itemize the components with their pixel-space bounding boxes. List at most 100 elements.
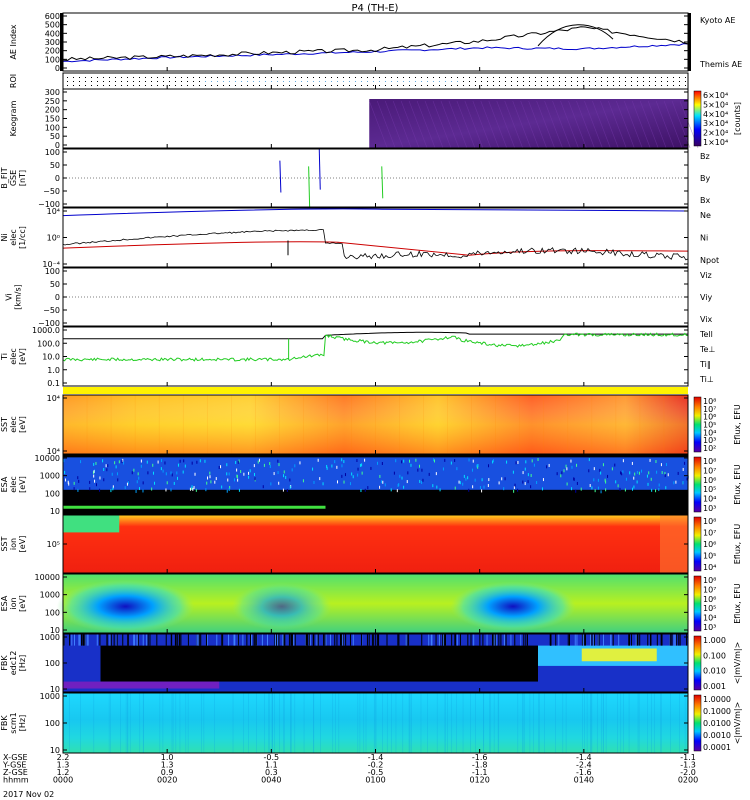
keogram-streak [520, 100, 539, 149]
esa_i-ytick-label: 1000 [40, 591, 60, 600]
esa_i-ylabel: ESAion[eV] [0, 595, 27, 612]
esa-e-pixel [341, 458, 343, 462]
esa-e-pixel [99, 476, 101, 480]
vi-ytick-label: −100 [38, 319, 60, 328]
roi-dot [529, 81, 530, 82]
footer-value: 0.3 [265, 768, 278, 777]
esa-e-pixel [619, 487, 621, 491]
fbk_e-ylabel-line: [Hz] [18, 655, 27, 671]
esa_i-colorbar-tick: 10⁶ [703, 595, 716, 604]
esa-e-pixel [93, 474, 95, 478]
esa-e-pixel [408, 459, 410, 463]
esa-e-pixel [513, 489, 515, 493]
roi-dot [475, 77, 476, 78]
roi-dot [385, 77, 386, 78]
esa_i-ylabel-line: ion [9, 597, 18, 609]
esa-e-pixel [171, 473, 173, 477]
esa-e-pixel [432, 484, 434, 488]
esa-e-pixel [302, 479, 304, 483]
esa-e-pixel [248, 475, 250, 479]
esa-e-pixel [352, 475, 354, 479]
esa-e-pixel [78, 479, 80, 483]
fbk_s-ytick-label: 1000 [40, 692, 60, 701]
esa-e-pixel [221, 485, 223, 489]
ti-ylabel-line: [eV] [18, 348, 27, 365]
sst_e-colorbar-tick: 10⁶ [703, 413, 716, 422]
roi-dot [91, 85, 92, 86]
footer-row-label: Y-GSE [2, 761, 26, 770]
esa-e-pixel [336, 465, 338, 469]
esa-e-pixel [361, 463, 363, 467]
esa-e-pixel [154, 481, 156, 485]
esa-e-pixel [524, 467, 526, 471]
ni-npot [62, 208, 689, 217]
roi-dot [643, 81, 644, 82]
footer-value: -2.0 [680, 768, 696, 777]
esa-e-pixel [467, 476, 469, 480]
roi-dot [163, 77, 164, 78]
roi-dot [205, 81, 206, 82]
roi-dot [181, 81, 182, 82]
esa-e-pixel [501, 477, 503, 481]
roi-dot [631, 85, 632, 86]
esa-e-pixel [204, 459, 206, 463]
bfit-spike [308, 166, 311, 208]
roi-dot [367, 85, 368, 86]
esa-e-pixel [140, 459, 142, 463]
esa-e-pixel [622, 459, 624, 463]
roi-dot [181, 77, 182, 78]
roi-dot [547, 77, 548, 78]
fbk_e-ytick-label: 1000 [40, 633, 60, 642]
roi-dot [403, 77, 404, 78]
roi-dot [667, 77, 668, 78]
sst_i-colorbar-tick: 10⁷ [703, 529, 716, 538]
esa-e-pixel [468, 488, 470, 492]
roi-dot [613, 81, 614, 82]
roi-dot [499, 77, 500, 78]
esa-e-pixel [210, 480, 212, 484]
esa-e-pixel [571, 487, 573, 491]
esa-e-pixel [95, 461, 97, 465]
roi-dot [385, 85, 386, 86]
esa-e-pixel [472, 459, 474, 463]
esa_i-colorbar [693, 575, 702, 632]
vi-ylabel-line: Vi [5, 293, 14, 301]
roi-dot [613, 77, 614, 78]
ti-tipar [62, 332, 689, 362]
esa-e-pixel [600, 490, 602, 494]
esa-e-pixel [481, 478, 483, 482]
keogram-streak [663, 100, 683, 149]
ti-ytick-label: 10.0 [42, 353, 60, 362]
roi-dot [493, 81, 494, 82]
roi-dot [637, 81, 638, 82]
keogram-streak [504, 100, 523, 149]
esa-e-pixel [573, 477, 575, 481]
roi-dot [517, 81, 518, 82]
keogram-colorbar-tick: 2×10⁴ [703, 129, 728, 138]
esa_e-colorbar [693, 456, 702, 513]
roi-dot [553, 77, 554, 78]
roi-dot [355, 85, 356, 86]
roi-dot [241, 85, 242, 86]
fbk_s-ylabel: FBKscm1[Hz] [0, 712, 27, 733]
roi-dot [343, 85, 344, 86]
esa-e-pixel [326, 464, 328, 468]
esa-e-pixel [546, 465, 548, 469]
ae-series-kyoto [62, 43, 689, 63]
fbk_e-colorbar-tick: 0.010 [703, 667, 726, 676]
esa-e-pixel [277, 459, 279, 463]
esa-e-pixel [124, 486, 126, 490]
esa-e-pixel [633, 476, 635, 480]
esa_i-colorbar-tick: 10⁷ [703, 585, 716, 594]
roi-dot [139, 81, 140, 82]
roi-dot [121, 85, 122, 86]
fbk_s-colorbar [693, 694, 702, 752]
ti-ylabel: Tielec[eV] [0, 348, 27, 365]
esa-e-pixel [614, 463, 616, 467]
keogram-colorbar [693, 90, 702, 147]
esa-e-pixel [665, 486, 667, 490]
roi-dot [397, 85, 398, 86]
ae-ytick-label: 600 [45, 12, 60, 21]
esa-e-pixel [471, 468, 473, 472]
esa-e-pixel [282, 488, 284, 492]
